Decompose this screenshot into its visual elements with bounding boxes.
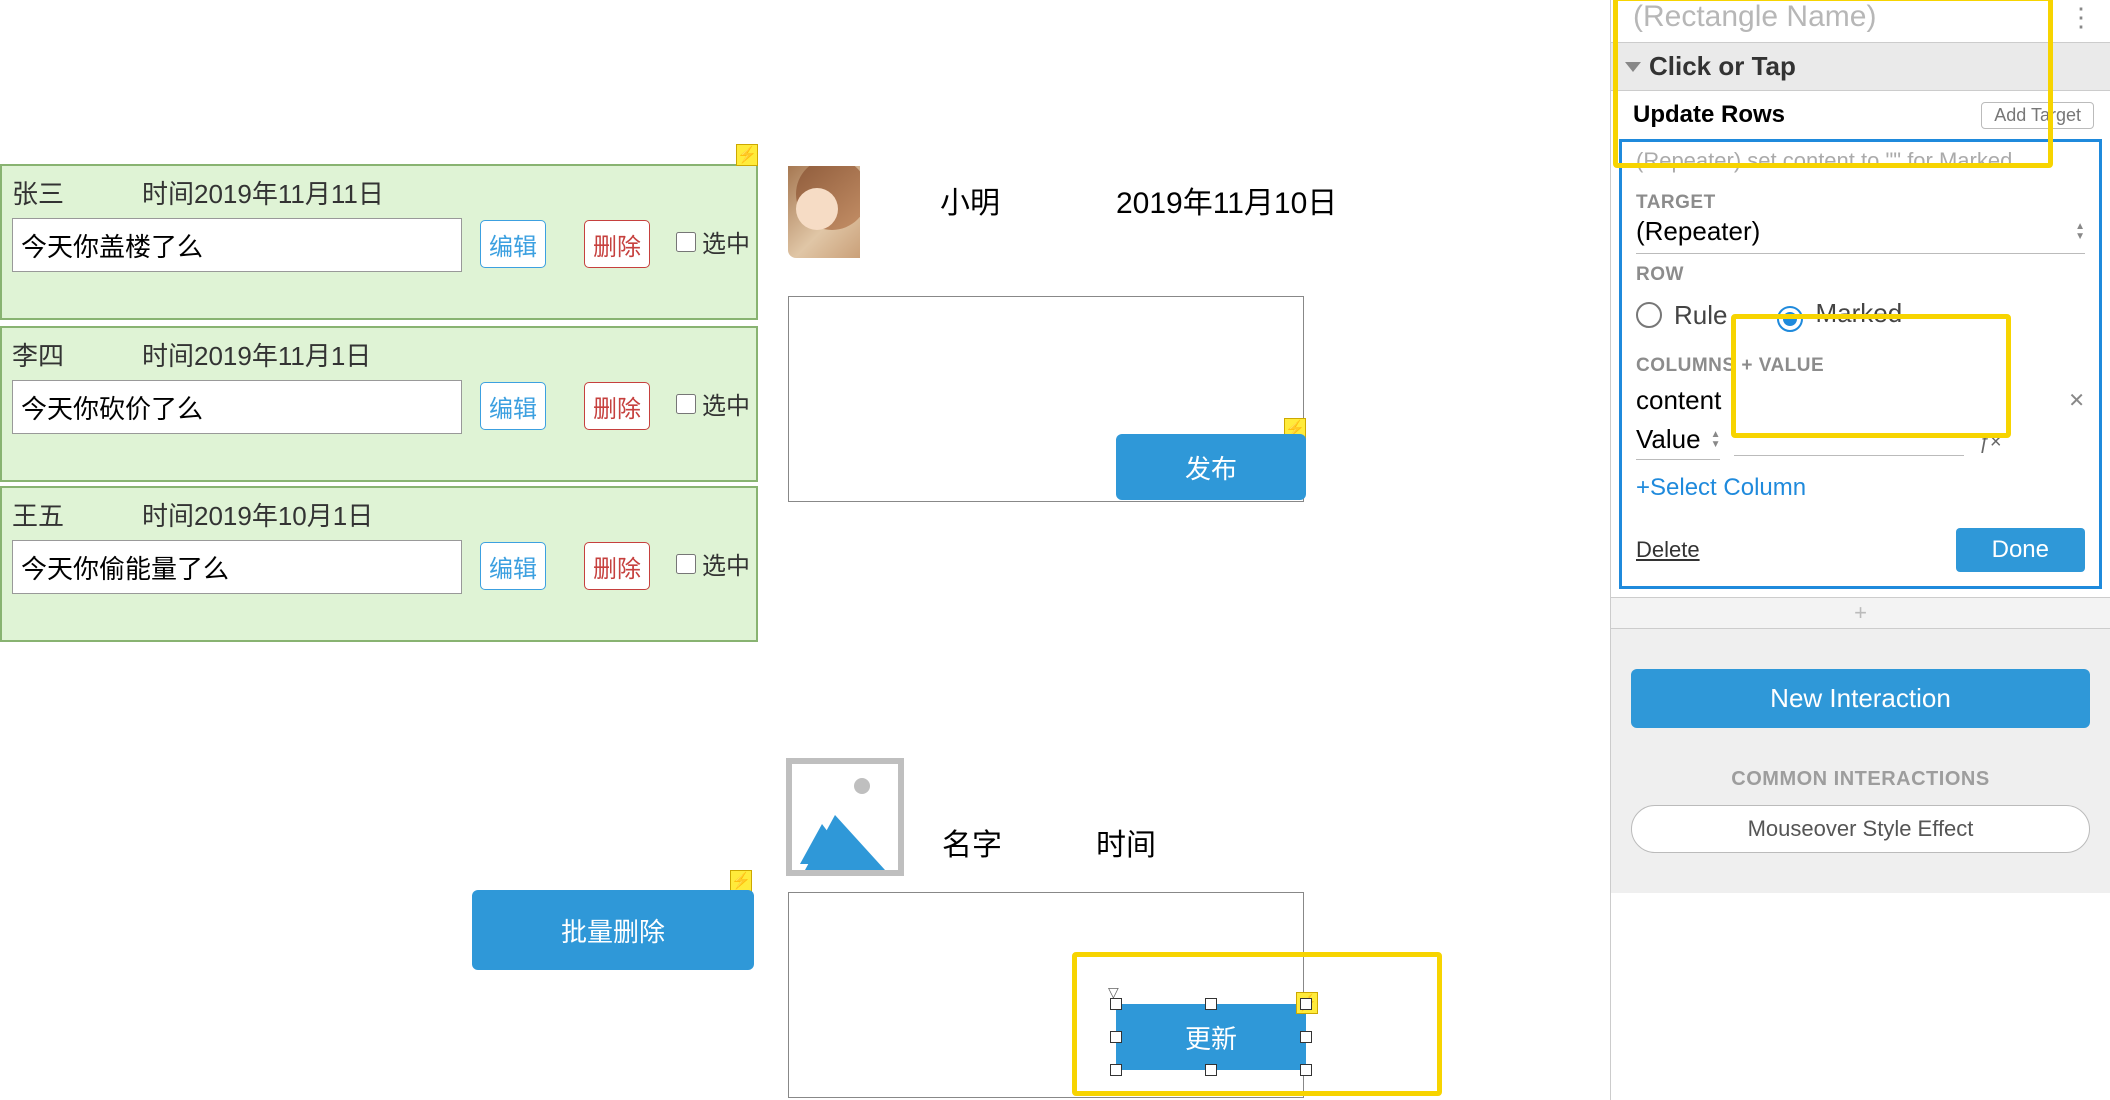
resize-handle[interactable] [1300,1031,1312,1043]
delete-button[interactable]: 删除 [584,542,650,590]
card-name: 李四 [12,336,64,373]
mouseover-style-button[interactable]: Mouseover Style Effect [1631,805,2090,853]
rule-radio[interactable]: Rule [1636,298,1727,331]
delete-button[interactable]: 删除 [584,382,650,430]
card-name: 张三 [12,174,64,211]
done-button[interactable]: Done [1956,528,2085,572]
action-row: Update Rows Add Target [1611,91,2110,139]
action-description: (Repeater) set content to "" for Marked [1636,148,2085,174]
select-checkbox[interactable] [676,232,696,252]
repeater-card: ⚡ 张三 时间2019年11月11日 编辑 删除 选中 [0,164,758,320]
card-name: 王五 [12,496,64,533]
select-label: 选中 [702,386,750,421]
edit-button[interactable]: 编辑 [480,382,546,430]
edit-button[interactable]: 编辑 [480,542,546,590]
resize-handle[interactable] [1205,1064,1217,1076]
delete-button[interactable]: 删除 [584,220,650,268]
panel-lower: New Interaction COMMON INTERACTIONS Mous… [1611,629,2110,893]
select-column-link[interactable]: +Select Column [1636,474,2085,502]
resize-handle[interactable] [1205,998,1217,1010]
stepper-icon[interactable]: ▲▼ [1711,430,1721,450]
action-name: Update Rows [1633,101,1785,129]
fx-icon[interactable]: ƒ× [1978,431,2001,454]
card-content-input[interactable] [12,540,462,594]
select-label: 选中 [702,546,750,581]
value-select[interactable]: Value ▲▼ [1636,424,1720,460]
lightning-icon: ⚡ [736,144,758,166]
resize-handle[interactable] [1110,998,1122,1010]
image-placeholder-icon [786,758,904,876]
resize-handle[interactable] [1110,1064,1122,1076]
remove-column-icon[interactable]: ✕ [2068,388,2085,413]
value-input[interactable] [1734,428,1964,456]
target-value: (Repeater) [1636,216,1760,247]
action-config: (Repeater) set content to "" for Marked … [1619,139,2102,589]
delete-action-link[interactable]: Delete [1636,537,1700,563]
row-radio-group: Rule Marked [1636,298,2085,331]
card-time: 时间2019年11月11日 [142,174,384,211]
post-author: 小明 [940,178,1000,222]
resize-handle[interactable] [1300,998,1312,1010]
select-checkbox[interactable] [676,554,696,574]
target-select[interactable]: (Repeater) ▲▼ [1636,214,2085,254]
card-content-input[interactable] [12,380,462,434]
resize-handle[interactable] [1300,1064,1312,1076]
interactions-panel: (Rectangle Name) ⋮ Click or Tap Update R… [1610,0,2110,1100]
add-target-button[interactable]: Add Target [1981,102,2094,129]
event-header[interactable]: Click or Tap [1611,42,2110,91]
update-button-selected[interactable]: ⚡ 更新 ▽ [1116,1004,1306,1070]
stepper-icon[interactable]: ▲▼ [2075,222,2085,242]
new-interaction-button[interactable]: New Interaction [1631,669,2090,728]
template-time-label: 时间 [1096,820,1156,864]
column-name: content [1636,385,2054,416]
repeater-card: 李四 时间2019年11月1日 编辑 删除 选中 [0,326,758,482]
lightning-icon: ⚡ [730,870,752,892]
marked-radio[interactable]: Marked [1777,298,1902,331]
bulk-delete-button[interactable]: 批量删除 [472,890,754,970]
template-name-label: 名字 [942,820,1002,864]
select-checkbox[interactable] [676,394,696,414]
target-label: TARGET [1636,192,2085,214]
repeater-card: 王五 时间2019年10月1日 编辑 删除 选中 [0,486,758,642]
card-time: 时间2019年11月1日 [142,336,371,373]
post-date: 2019年11月10日 [1116,178,1337,222]
resize-handle[interactable] [1110,1031,1122,1043]
edit-button[interactable]: 编辑 [480,220,546,268]
select-label: 选中 [702,224,750,259]
card-time: 时间2019年10月1日 [142,496,373,533]
widget-name-placeholder[interactable]: (Rectangle Name) [1633,0,1876,34]
publish-button[interactable]: 发布 [1116,434,1306,500]
add-case-row[interactable]: + [1611,597,2110,629]
event-name: Click or Tap [1649,51,1796,82]
avatar [788,166,860,258]
kebab-menu-icon[interactable]: ⋮ [2068,2,2092,33]
common-interactions-header: COMMON INTERACTIONS [1631,768,2090,791]
collapse-triangle-icon[interactable] [1625,62,1641,72]
row-label: ROW [1636,264,2085,286]
columns-label: COLUMNS + VALUE [1636,355,2085,377]
avatar-img [788,166,860,258]
card-content-input[interactable] [12,218,462,272]
update-button[interactable]: 更新 [1116,1004,1306,1070]
